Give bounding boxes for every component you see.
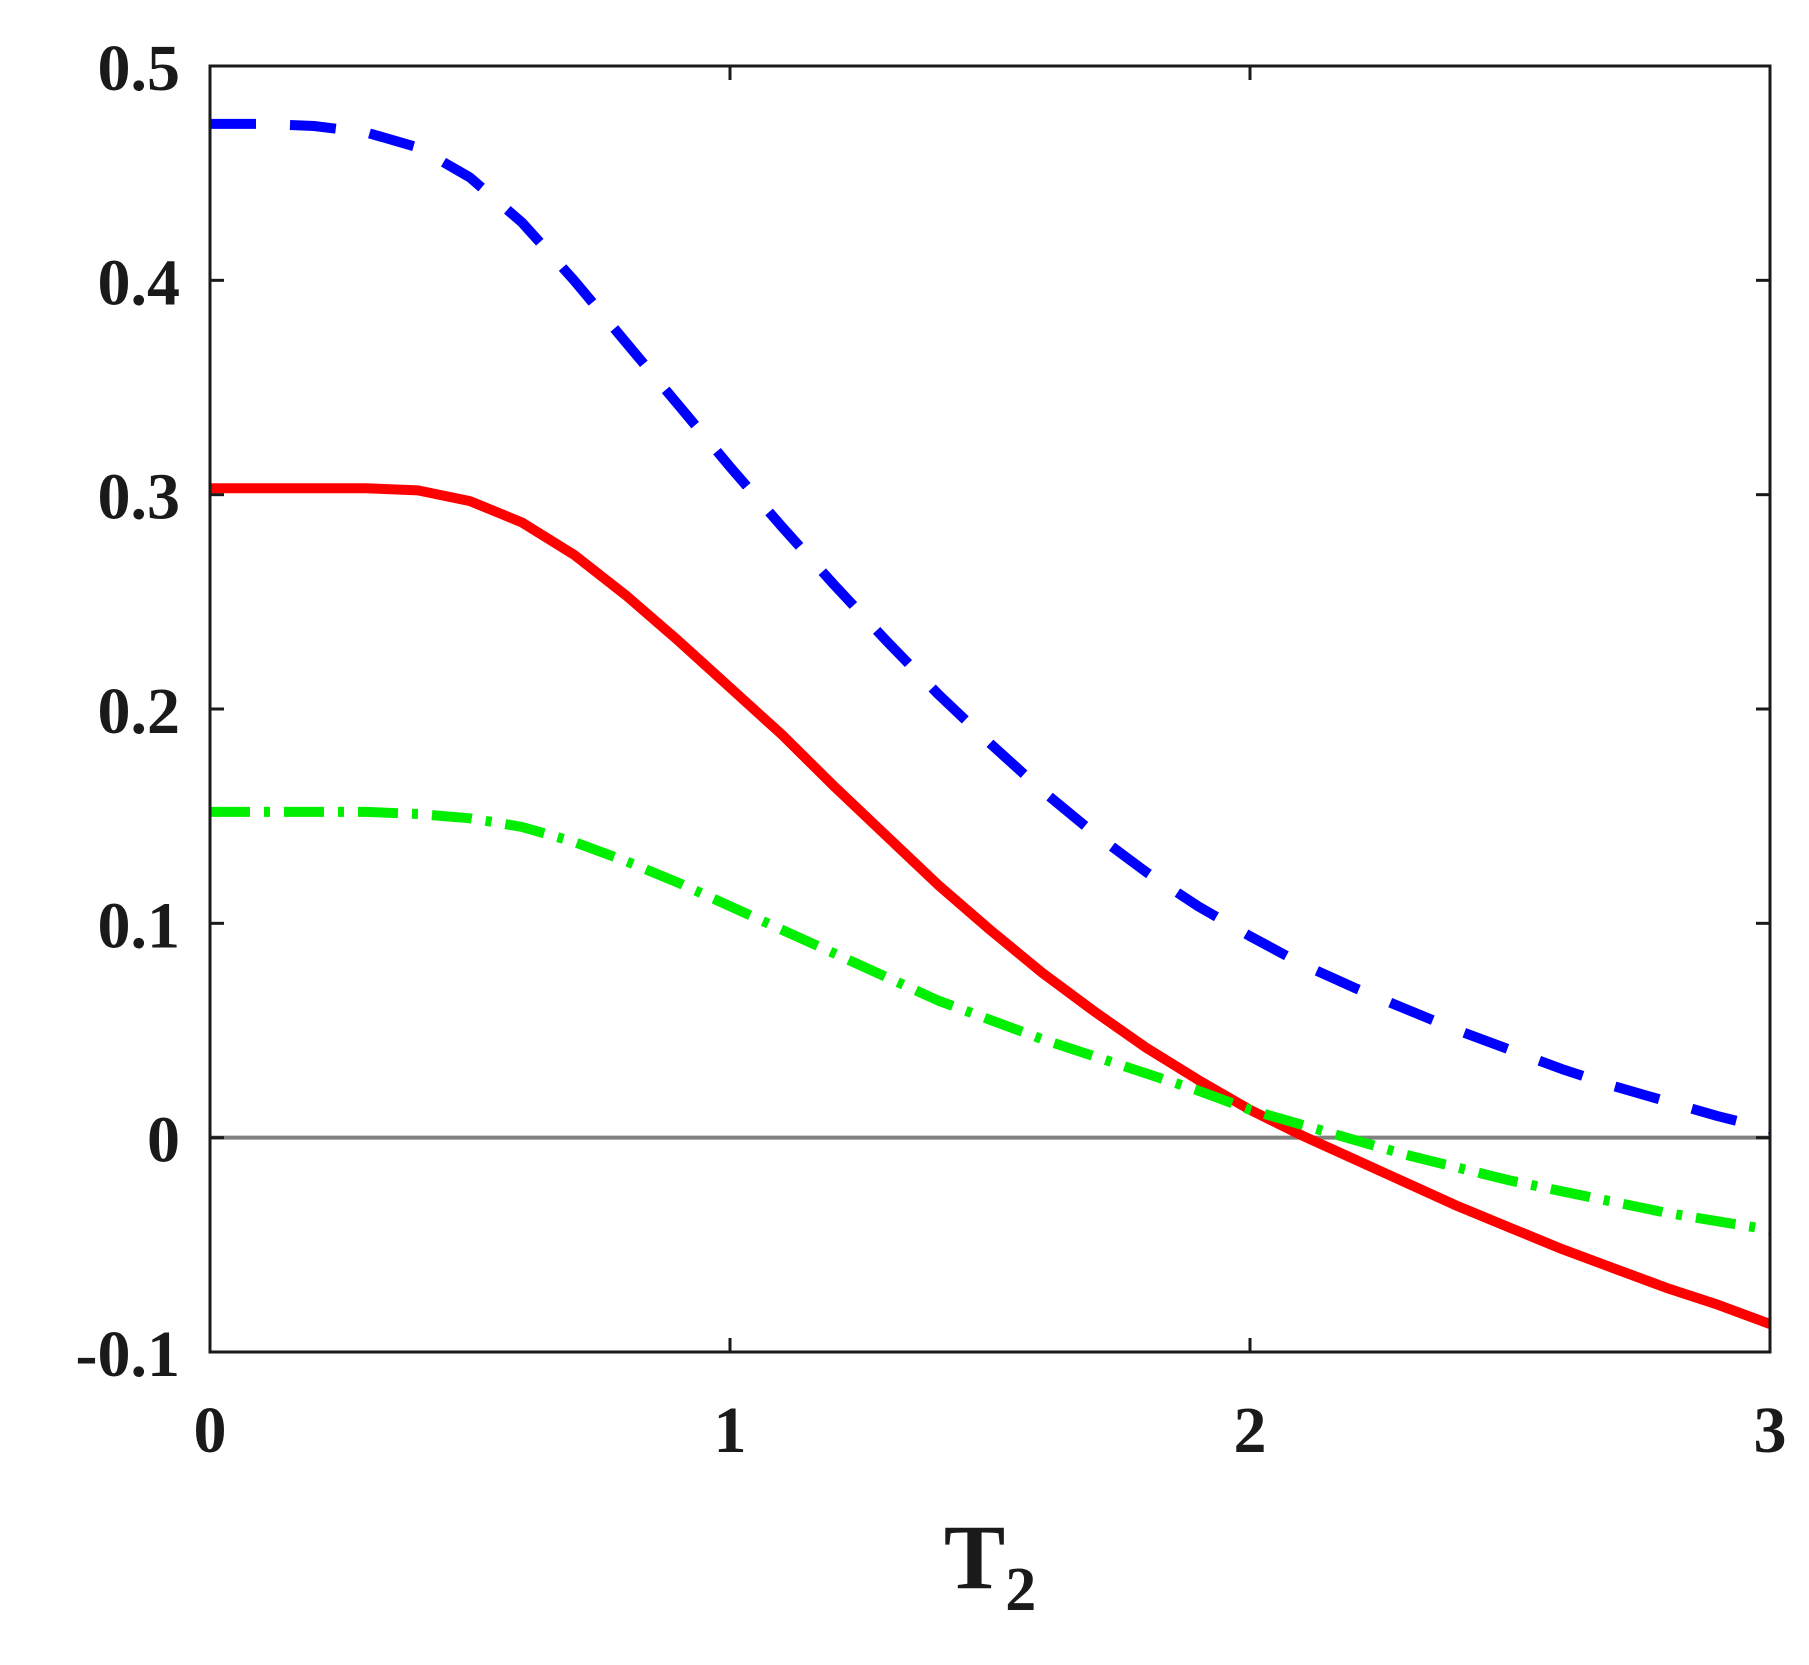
x-axis-title-subscript: 2 xyxy=(1005,1556,1036,1624)
y-tick-label: -0.1 xyxy=(76,1318,180,1391)
y-tick-label: 0.1 xyxy=(98,889,181,962)
y-tick-label-layer: -0.1 0 0.1 0.2 0.3 0.4 0.5 xyxy=(76,32,180,1391)
x-tick-label: 1 xyxy=(714,1394,747,1467)
x-tick-label-layer: 0 1 2 3 xyxy=(194,1394,1787,1467)
series-line-3-dash-dot xyxy=(210,806,1771,1235)
y-tick-label: 0.2 xyxy=(98,675,181,748)
series-line-2-solid xyxy=(210,483,1772,1329)
x-tick-label: 0 xyxy=(194,1394,227,1467)
series-line-1-dashed xyxy=(210,118,1772,1134)
x-axis-title: T2 xyxy=(944,1506,1036,1624)
tick-mark-layer xyxy=(208,64,1772,1354)
y-tick-label: 0.5 xyxy=(98,32,181,105)
y-tick-label: 0.3 xyxy=(98,461,181,534)
y-tick-label: 0.4 xyxy=(98,246,181,319)
series-layer xyxy=(210,118,1772,1329)
x-tick-label: 2 xyxy=(1234,1394,1267,1467)
x-tick-label: 3 xyxy=(1754,1394,1787,1467)
x-axis-title-main: T xyxy=(944,1506,1005,1608)
y-tick-label: 0 xyxy=(147,1104,180,1177)
